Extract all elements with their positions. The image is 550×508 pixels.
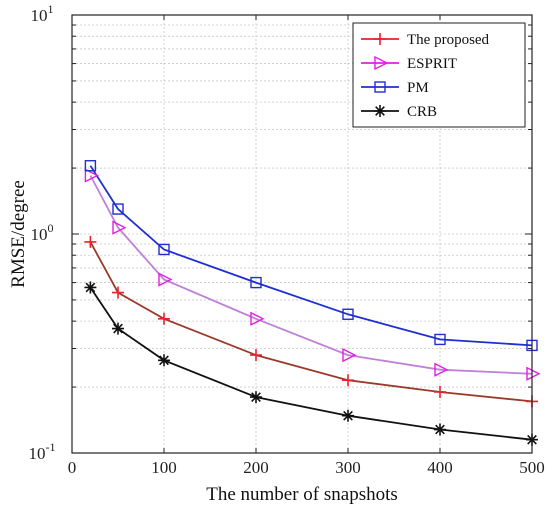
data-point: [158, 354, 170, 367]
legend-entry: The proposed: [407, 32, 490, 48]
legend-entry: ESPRIT: [407, 56, 457, 72]
data-point: [158, 243, 170, 256]
series-line-2: [89, 165, 533, 347]
data-point: [342, 374, 354, 387]
data-point: [342, 409, 354, 422]
data-point: [342, 347, 357, 363]
data-point: [84, 160, 97, 172]
x-tick-label: 100: [151, 458, 177, 477]
data-point: [112, 322, 124, 335]
data-point: [250, 349, 262, 362]
data-point: [526, 366, 541, 381]
axis-ticks: [71, 15, 533, 454]
data-point: [112, 286, 124, 299]
data-point: [434, 423, 446, 436]
legend-marker: [374, 33, 386, 45]
series-line-1: [89, 175, 533, 375]
data-point: [112, 220, 127, 235]
data-point: [434, 385, 446, 398]
data-point: [342, 308, 354, 320]
y-tick-label: 10-1: [29, 440, 56, 463]
x-tick-label: 200: [243, 458, 269, 477]
data-point: [158, 312, 170, 325]
data-point: [250, 311, 265, 326]
y-tick-label: 101: [31, 2, 54, 25]
legend-marker: [374, 81, 386, 93]
legend-marker: [374, 55, 389, 71]
x-axis-label: The number of snapshots: [206, 484, 398, 505]
x-tick-label: 300: [335, 458, 361, 477]
data-point: [84, 281, 97, 294]
data-point: [158, 272, 173, 287]
y-tick-label: 100: [31, 221, 54, 244]
legend: The proposed ESPRIT PM CRB: [352, 22, 526, 128]
data-point: [434, 333, 446, 346]
x-tick-label: 500: [519, 458, 545, 477]
data-point: [112, 203, 124, 215]
y-axis-label: RMSE/degree: [8, 180, 29, 288]
x-tick-labels: 0 100 200 300 400 500: [68, 458, 545, 477]
legend-marker: [374, 105, 386, 117]
data-point: [250, 391, 262, 404]
data-point: [84, 168, 99, 183]
data-point: [84, 235, 97, 248]
legend-entry: CRB: [407, 104, 437, 120]
legend-entry: PM: [407, 80, 429, 96]
data-point: [250, 276, 262, 289]
y-tick-labels: 10-1 100 101: [29, 2, 56, 463]
data-point: [434, 362, 449, 377]
x-tick-label: 400: [427, 458, 453, 477]
x-tick-label: 0: [68, 458, 77, 477]
